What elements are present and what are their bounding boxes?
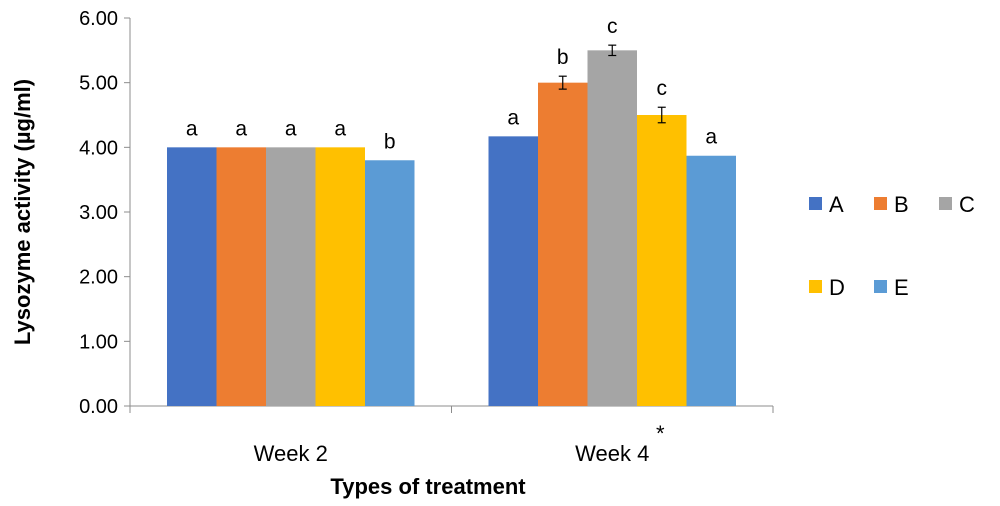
legend-label-b: B	[894, 192, 909, 217]
significance-label: a	[186, 117, 198, 140]
significance-label: a	[235, 117, 247, 140]
legend-swatch-c	[939, 197, 952, 210]
significance-label: a	[507, 106, 519, 129]
y-axis-title: Lysozyme activity (µg/ml)	[10, 79, 35, 345]
legend-swatch-d	[809, 280, 822, 293]
y-tick-label: 1.00	[79, 331, 118, 353]
significance-label: a	[285, 117, 297, 140]
axes: 0.00 1.00 2.00 3.00 4.00 5.00 6.00 Week 2 Week 4…	[79, 8, 774, 466]
bar-c	[266, 147, 316, 407]
y-tick-label: 4.00	[79, 137, 118, 159]
legend-swatch-e	[874, 280, 887, 293]
significance-label: b	[384, 130, 396, 153]
significance-label: a	[705, 126, 717, 149]
legend-label-c: C	[959, 192, 975, 217]
legend-label-e: E	[894, 275, 909, 300]
y-tick-label: 5.00	[79, 73, 118, 95]
x-axis-title: Types of treatment	[330, 474, 526, 499]
data-labels: a a a a b a b c c a	[186, 15, 718, 153]
bars	[167, 44, 736, 407]
y-tick-label: 2.00	[79, 267, 118, 289]
bar-e	[686, 155, 736, 406]
y-tick-label: 0.00	[79, 396, 118, 418]
legend-label-d: D	[829, 275, 845, 300]
bar-a	[488, 136, 538, 406]
y-tick-label: 3.00	[79, 202, 118, 224]
bar-b	[216, 147, 266, 407]
x-tick-label: Week 4	[575, 441, 649, 466]
bar-c	[587, 50, 637, 406]
bar-d	[315, 147, 365, 407]
legend-swatch-a	[809, 197, 822, 210]
bar-e	[365, 160, 415, 406]
bar-b	[538, 82, 588, 407]
bar-a	[167, 147, 217, 407]
legend: A B C D E	[809, 192, 975, 300]
legend-label-a: A	[829, 192, 844, 217]
significance-label: c	[607, 15, 618, 38]
significance-label: c	[657, 77, 668, 100]
significance-label: a	[334, 117, 346, 140]
significance-label: b	[557, 46, 569, 69]
legend-swatch-b	[874, 197, 887, 210]
y-tick-label: 6.00	[79, 8, 118, 30]
bar-d	[637, 115, 687, 406]
category-significance-mark: *	[656, 421, 665, 446]
x-tick-label: Week 2	[254, 441, 328, 466]
